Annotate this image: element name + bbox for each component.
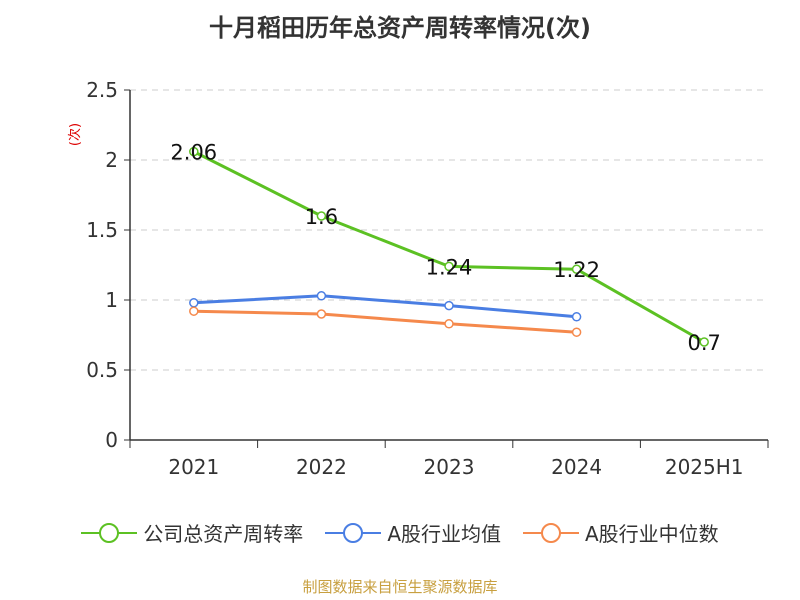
legend-item-industry-median[interactable]: A股行业中位数 <box>523 518 719 547</box>
data-label: 0.7 <box>687 331 720 355</box>
data-point <box>316 291 327 301</box>
data-point <box>571 312 582 322</box>
series-lines <box>193 150 705 344</box>
data-point <box>571 264 582 274</box>
y-tick-label: 2 <box>105 148 118 172</box>
legend-item-industry-mean[interactable]: A股行业均值 <box>325 518 501 547</box>
data-source-note: 制图数据来自恒生聚源数据库 <box>302 578 498 596</box>
chart-title: 十月稻田历年总资产周转率情况(次) <box>209 14 591 42</box>
data-label: 1.22 <box>553 258 600 282</box>
data-point <box>444 300 454 311</box>
data-label: 1.24 <box>426 255 473 279</box>
data-point <box>699 337 709 347</box>
grid-lines <box>130 89 768 371</box>
data-labels: 2.06 1.6 1.24 1.22 0.7 <box>170 141 720 355</box>
data-label: 2.06 <box>170 141 217 165</box>
legend-label-industry-mean: A股行业均值 <box>387 522 501 546</box>
data-point <box>189 298 199 308</box>
legend-marker-company <box>81 522 138 543</box>
x-tick-label: 2025H1 <box>665 455 744 479</box>
data-point <box>189 146 199 157</box>
data-point <box>444 261 454 272</box>
data-point <box>189 306 199 316</box>
y-tick-label: 0.5 <box>86 358 118 382</box>
data-point <box>571 327 582 337</box>
data-point <box>444 319 454 329</box>
x-tick-label: 2021 <box>168 455 219 479</box>
series-line-1 <box>193 294 577 319</box>
data-point <box>316 309 327 319</box>
y-tick-label: 1 <box>105 288 118 312</box>
series-points <box>189 146 709 347</box>
series-line-2 <box>193 309 577 334</box>
y-tick-label: 0 <box>105 428 118 452</box>
data-label: 1.6 <box>305 205 338 229</box>
x-tick-label: 2022 <box>296 455 347 479</box>
data-point <box>316 211 327 221</box>
x-tick-label: 2024 <box>551 455 602 479</box>
legend-label-industry-median: A股行业中位数 <box>585 522 719 546</box>
legend-label-company: 公司总资产周转率 <box>143 522 304 546</box>
legend-item-company[interactable]: 公司总资产周转率 <box>81 518 303 547</box>
y-tick-label: 2.5 <box>86 78 118 102</box>
legend: 公司总资产周转率 A股行业均值 A股行业中位数 <box>0 518 800 547</box>
y-tick-label: 1.5 <box>86 218 118 242</box>
legend-marker-industry-median <box>523 522 579 543</box>
legend-marker-industry-mean <box>325 522 382 543</box>
axes: 0 0.5 1 1.5 2 2.5 2021 2022 2023 2024 2025H1 <box>86 78 769 479</box>
x-tick-label: 2023 <box>424 455 475 479</box>
